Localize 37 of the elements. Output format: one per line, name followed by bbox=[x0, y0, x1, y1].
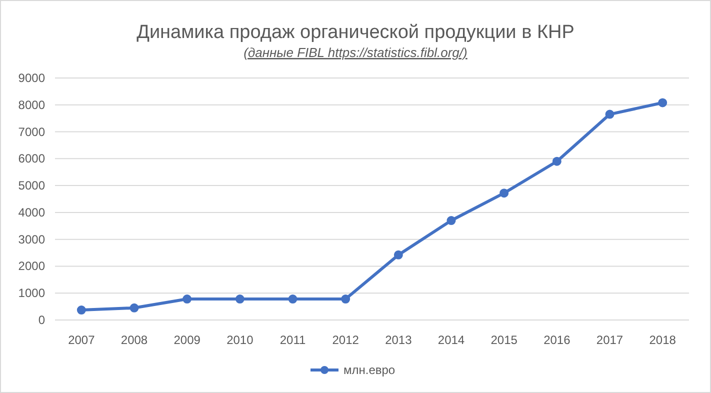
point bbox=[76, 306, 86, 315]
y-tick-label: 0 bbox=[38, 313, 46, 327]
y-tick-label: 6000 bbox=[18, 152, 46, 166]
y-tick-label: 7000 bbox=[18, 124, 46, 139]
point bbox=[394, 250, 403, 260]
x-tick-label: 2014 bbox=[438, 333, 465, 347]
x-tick-label: 2013 bbox=[385, 333, 412, 347]
chart-title: Динамика продаж органической продукции в КНР bbox=[136, 22, 574, 43]
point bbox=[500, 188, 509, 198]
x-tick-label: 2017 bbox=[596, 333, 624, 347]
point bbox=[658, 98, 668, 108]
x-tick-label: 2018 bbox=[649, 333, 676, 347]
point bbox=[235, 294, 244, 304]
point bbox=[341, 294, 350, 304]
x-tick-label: 2016 bbox=[544, 333, 571, 347]
point bbox=[446, 216, 456, 226]
x-tick-label: 2009 bbox=[174, 333, 201, 347]
y-tick-label: 3000 bbox=[18, 232, 46, 246]
chart-subtitle: (данные FIBL https://statistics.fibl.org/) bbox=[244, 45, 468, 60]
point bbox=[605, 110, 614, 119]
point bbox=[552, 156, 562, 166]
x-tick-label: 2011 bbox=[280, 333, 306, 347]
x-tick-label: 2007 bbox=[68, 333, 96, 347]
y-tick-label: 4000 bbox=[18, 205, 46, 220]
y-tick-label: 1000 bbox=[18, 286, 46, 300]
point bbox=[130, 303, 139, 312]
point bbox=[182, 294, 192, 304]
x-tick-label: 2008 bbox=[120, 333, 148, 347]
y-tick-label: 9000 bbox=[18, 71, 46, 85]
y-tick-label: 8000 bbox=[18, 98, 46, 112]
y-tick-label: 5000 bbox=[18, 178, 46, 193]
point bbox=[288, 294, 298, 304]
legend-label: млн.евро bbox=[344, 363, 396, 377]
y-tick-label: 2000 bbox=[18, 259, 46, 274]
x-tick-label: 2012 bbox=[332, 333, 360, 347]
x-tick-label: 2010 bbox=[226, 333, 254, 347]
x-tick-label: 2015 bbox=[490, 333, 518, 347]
